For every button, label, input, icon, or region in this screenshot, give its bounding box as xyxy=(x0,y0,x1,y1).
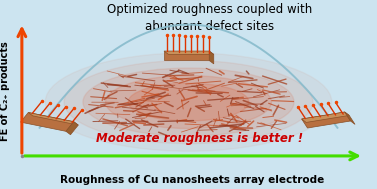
Ellipse shape xyxy=(106,76,271,129)
Polygon shape xyxy=(209,51,214,64)
Polygon shape xyxy=(302,112,351,128)
Text: FE of C₂₊ products: FE of C₂₊ products xyxy=(0,41,10,141)
Polygon shape xyxy=(164,51,209,60)
Polygon shape xyxy=(302,112,349,122)
Text: Optimized roughness coupled with
abundant defect sites: Optimized roughness coupled with abundan… xyxy=(107,3,312,33)
Ellipse shape xyxy=(83,68,294,136)
Ellipse shape xyxy=(45,53,332,151)
Ellipse shape xyxy=(64,60,313,144)
Polygon shape xyxy=(28,112,78,125)
Polygon shape xyxy=(66,122,78,135)
Polygon shape xyxy=(20,112,74,131)
Text: Roughness of Cu nanosheets array electrode: Roughness of Cu nanosheets array electro… xyxy=(60,176,324,185)
Text: Moderate roughness is better !: Moderate roughness is better ! xyxy=(96,132,303,145)
Polygon shape xyxy=(164,51,214,54)
Ellipse shape xyxy=(128,83,249,121)
Polygon shape xyxy=(345,112,355,124)
